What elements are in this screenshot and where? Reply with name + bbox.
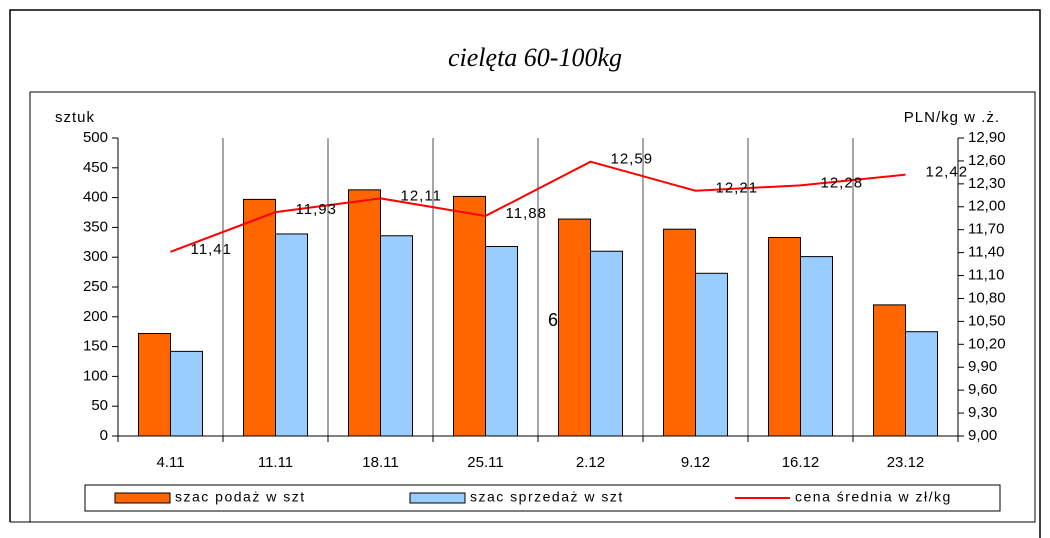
bar [905, 331, 938, 437]
legend-label: cena średnia w zł/kg [795, 489, 952, 505]
bar [663, 228, 696, 437]
x-tick-label: 16.12 [782, 454, 820, 471]
legend [84, 484, 1001, 512]
y2-axis-label: PLN/kg w .ż. [904, 109, 1000, 126]
y-tick-label: 250 [83, 278, 108, 295]
y2-tick-label: 9,60 [968, 381, 997, 398]
y2-tick-label: 10,80 [968, 289, 1006, 306]
bar [348, 189, 381, 437]
y2-tick-label: 9,90 [968, 358, 997, 375]
y2-tick-label: 11,70 [968, 221, 1004, 238]
y2-tick-label: 10,50 [968, 312, 1006, 329]
bar [590, 250, 623, 437]
x-tick-label: 2.12 [576, 454, 605, 471]
y-tick-label: 300 [83, 248, 108, 265]
legend-swatch [409, 492, 466, 504]
x-tick-label: 23.12 [887, 454, 925, 471]
y2-tick-label: 9,30 [968, 404, 997, 421]
y-tick-label: 450 [83, 159, 108, 176]
bar [558, 218, 591, 437]
y2-tick-label: 12,90 [968, 129, 1006, 146]
y-tick-label: 150 [83, 338, 108, 355]
bar [275, 233, 308, 437]
y-tick-label: 500 [83, 129, 108, 146]
data-label: 11,93 [296, 201, 337, 218]
y-tick-label: 100 [83, 367, 108, 384]
data-label: 12,21 [716, 180, 759, 197]
bar [170, 350, 203, 437]
y2-tick-label: 12,00 [968, 198, 1006, 215]
data-label: 12,28 [821, 174, 864, 191]
legend-label: szac sprzedaż w szt [470, 489, 624, 505]
y2-tick-label: 12,60 [968, 152, 1006, 169]
bar [453, 195, 486, 437]
line [170, 160, 906, 253]
bar [138, 332, 171, 437]
y2-tick-label: 11,40 [968, 244, 1004, 261]
chart-title: cielęta 60-100kg [448, 43, 622, 72]
data-label: 12,42 [926, 164, 969, 181]
bar [873, 304, 906, 437]
data-label: 11,88 [506, 205, 547, 222]
annotation: 6 [548, 310, 558, 330]
x-tick-label: 4.11 [156, 454, 184, 471]
chart-frame [29, 91, 1036, 523]
legend-swatch [114, 492, 171, 504]
bar [695, 272, 728, 437]
y2-tick-label: 11,10 [968, 267, 1004, 284]
y2-tick-label: 10,20 [968, 335, 1006, 352]
data-label: 11,41 [191, 241, 232, 258]
x-tick-label: 11.11 [258, 454, 293, 471]
y-axis-label: sztuk [55, 109, 95, 126]
x-tick-label: 25.11 [467, 454, 503, 471]
y-tick-label: 350 [83, 218, 108, 235]
outer-frame [9, 9, 1041, 538]
y-tick-label: 200 [83, 308, 108, 325]
legend-label: szac podaż w szt [175, 489, 306, 505]
y2-tick-label: 12,30 [968, 175, 1006, 192]
bar [800, 256, 833, 437]
bar [380, 235, 413, 437]
y2-tick-label: 9,00 [968, 427, 997, 444]
y-tick-label: 50 [91, 397, 108, 414]
x-tick-label: 9.12 [681, 454, 710, 471]
y-tick-label: 0 [100, 427, 108, 444]
data-label: 12,11 [401, 187, 442, 204]
bar [768, 237, 801, 437]
bar [243, 198, 276, 437]
bar [485, 245, 518, 437]
data-label: 12,59 [611, 151, 654, 168]
y-tick-label: 400 [83, 189, 108, 206]
x-tick-label: 18.11 [362, 454, 398, 471]
